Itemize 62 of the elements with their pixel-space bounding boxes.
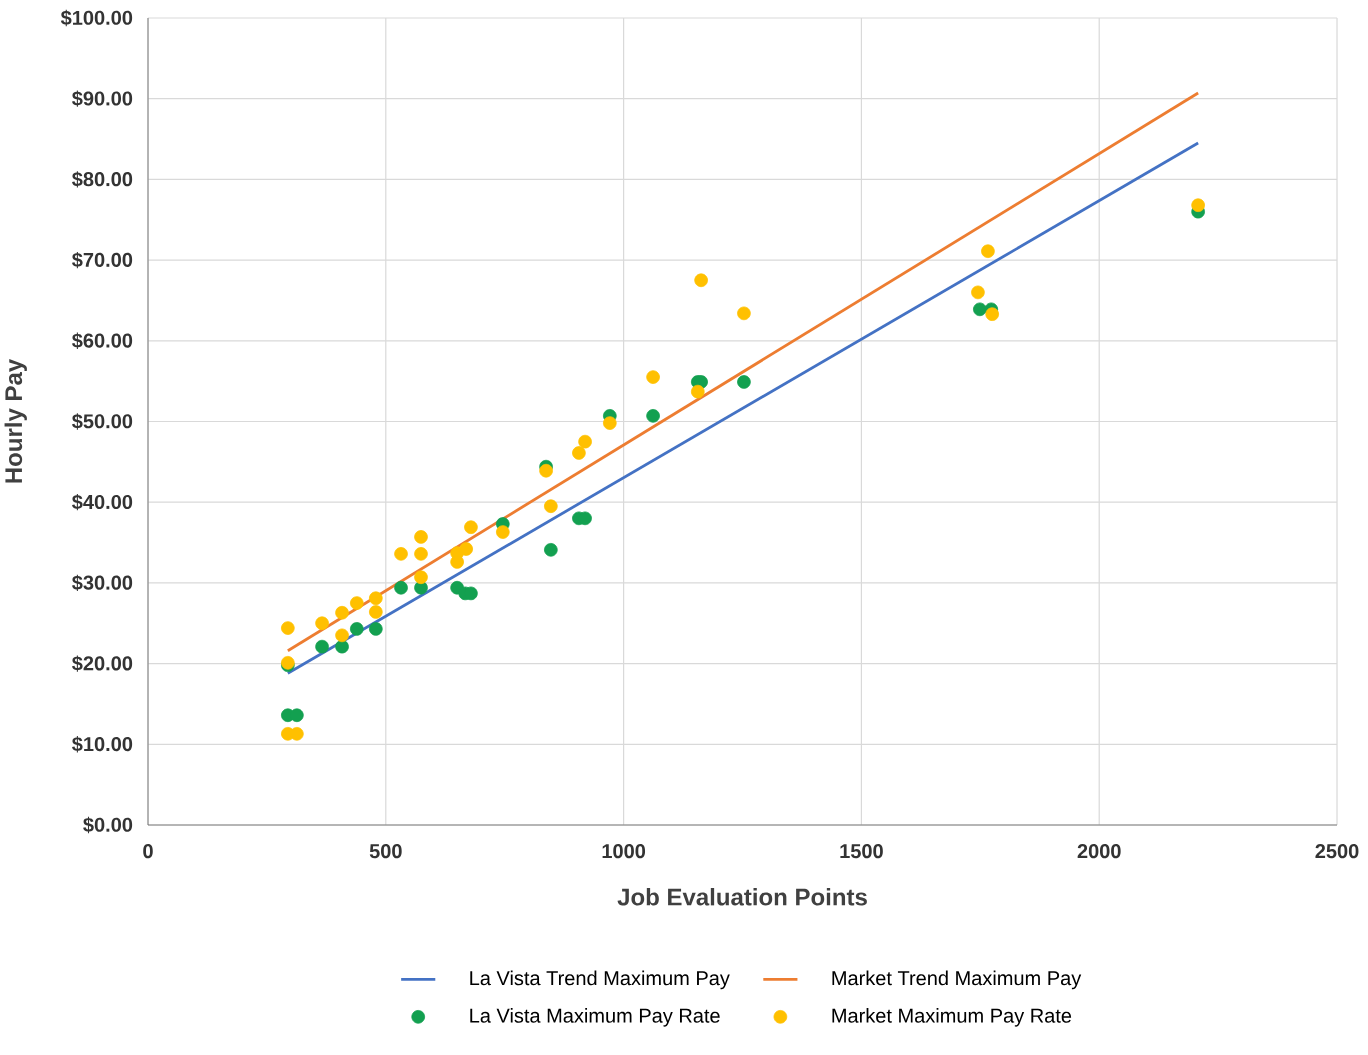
point — [464, 520, 478, 535]
legend-label: La Vista Maximum Pay Rate — [470, 1008, 720, 1027]
y-tick-label: $100.00 — [60, 9, 133, 27]
point — [281, 621, 295, 635]
point — [578, 434, 592, 449]
point — [450, 555, 464, 569]
point — [985, 307, 999, 321]
point — [349, 596, 364, 610]
point — [369, 605, 383, 619]
point — [335, 639, 349, 654]
legend-label: Market Trend Maximum Pay — [832, 970, 1082, 990]
y-tick-label: $90.00 — [72, 90, 133, 107]
legend-label: Market Maximum Pay Rate — [832, 1008, 1072, 1027]
legend-label: La Vista Trend Maximum Pay — [470, 970, 730, 990]
x-tick-label: 1500 — [840, 844, 883, 859]
point — [335, 605, 349, 620]
point — [394, 580, 408, 595]
point — [369, 622, 383, 636]
point — [691, 384, 705, 399]
point — [981, 244, 995, 259]
point — [349, 622, 364, 636]
point — [737, 375, 751, 389]
point — [394, 547, 408, 561]
y-tick-label: $10.00 — [72, 736, 133, 753]
y-tick-label: $20.00 — [72, 655, 133, 672]
point — [539, 463, 553, 478]
x-tick-label: 500 — [369, 844, 402, 859]
y-axis-title: Hourly Pay — [4, 358, 27, 483]
point — [459, 542, 473, 556]
x-tick-label: 1000 — [602, 844, 646, 859]
point — [414, 547, 428, 561]
point — [335, 628, 349, 643]
x-tick-label: 0 — [143, 844, 153, 859]
x-tick-label: 2500 — [1315, 844, 1359, 859]
y-tick-label: $30.00 — [72, 574, 133, 592]
point — [290, 708, 304, 723]
point — [544, 543, 558, 557]
point — [496, 525, 510, 539]
point — [544, 499, 558, 514]
point — [572, 446, 586, 460]
point — [971, 285, 985, 300]
point — [973, 302, 987, 317]
y-tick-label: $40.00 — [72, 494, 133, 511]
point — [646, 409, 660, 423]
point — [603, 416, 617, 430]
point — [737, 306, 751, 321]
x-tick-label: 2000 — [1077, 844, 1121, 859]
y-tick-label: $80.00 — [72, 171, 133, 188]
point — [414, 530, 428, 544]
point — [1191, 198, 1205, 213]
x-axis-title: Job Evaluation Points — [617, 887, 867, 906]
y-tick-label: $50.00 — [72, 413, 133, 430]
y-tick-label: $60.00 — [72, 332, 133, 349]
point — [414, 570, 428, 585]
point — [315, 616, 329, 631]
y-tick-label: $70.00 — [72, 251, 133, 269]
point — [646, 370, 660, 384]
point — [315, 639, 329, 654]
point — [694, 273, 708, 288]
point — [369, 591, 383, 606]
point — [290, 727, 304, 741]
y-tick-label: $0.00 — [83, 816, 133, 834]
